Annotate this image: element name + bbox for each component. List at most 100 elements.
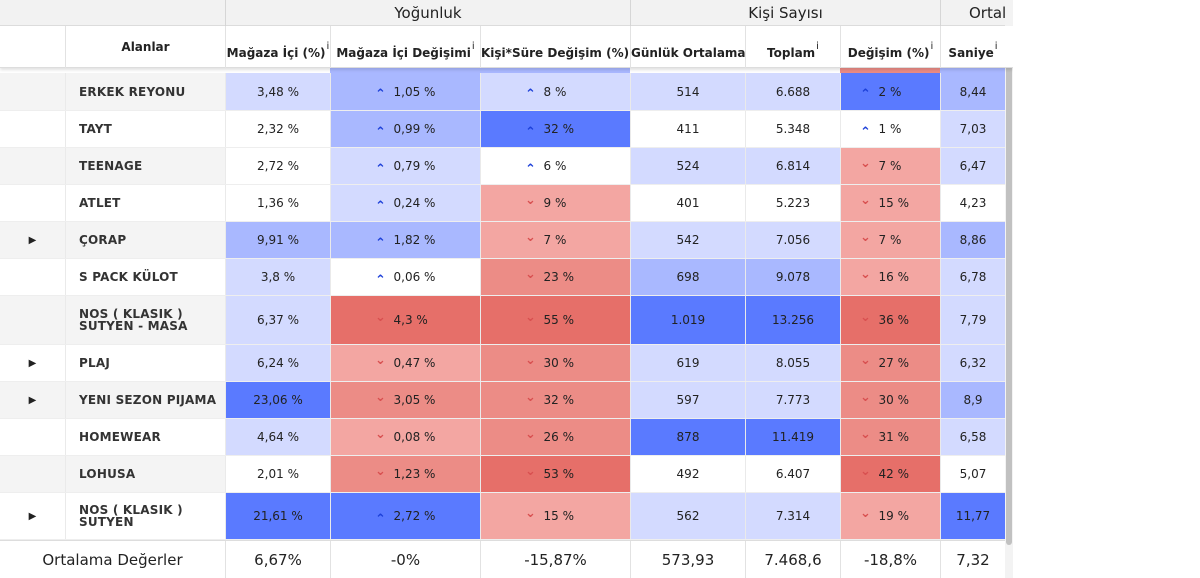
header-alanlar-label: Alanlar bbox=[121, 40, 170, 54]
scrolled-row-peek bbox=[940, 68, 1005, 73]
cell-magaza-ici-degisimi: ⌃ 1,05 % bbox=[330, 73, 480, 110]
cell-magaza-ici: 2,32 % bbox=[225, 111, 330, 147]
cell-degisim-value: 42 % bbox=[878, 467, 910, 481]
arrow-down-icon: ⌄ bbox=[860, 463, 871, 479]
scrolled-row-peek bbox=[480, 68, 630, 73]
expander-spacer bbox=[0, 148, 65, 184]
header-magaza-ici[interactable]: Mağaza İçi (%)i bbox=[225, 26, 330, 68]
arrow-down-icon: ⌄ bbox=[375, 389, 386, 405]
cell-kisi-sure-value: 53 % bbox=[543, 467, 575, 481]
arrow-down-icon: ⌄ bbox=[860, 155, 871, 171]
table-row[interactable]: ATLET 1,36 % ⌃ 0,24 % ⌄ 9 % 401 5.223 ⌄ 15 % 4,23 bbox=[0, 185, 1005, 222]
header-kisi-sure-degisim[interactable]: Kişi*Süre Değişim (%)i bbox=[480, 26, 630, 68]
table-row[interactable]: LOHUSA 2,01 % ⌄ 1,23 % ⌄ 53 % 492 6.407 ⌄ 42 % 5,0… bbox=[0, 456, 1005, 493]
header-degisim[interactable]: Değişim (%)i bbox=[840, 26, 940, 68]
expander-spacer bbox=[0, 111, 65, 147]
table-row[interactable]: NOS ( KLASIK ) SUTYEN - MASA 6,37 % ⌄ 4,3 % ⌄… bbox=[0, 296, 1005, 345]
cell-saniye: 6,32 bbox=[940, 345, 1005, 381]
alan-name-line: NOS ( KLASIK ) bbox=[79, 307, 183, 321]
table-row[interactable]: HOMEWEAR 4,64 % ⌄ 0,08 % ⌄ 26 % 878 11.419 ⌄ 31 %… bbox=[0, 419, 1005, 456]
header-magaza-ici-degisimi[interactable]: Mağaza İçi Değişimii bbox=[330, 26, 480, 68]
cell-magaza-ici-degisimi-value: 4,3 % bbox=[393, 313, 428, 327]
cell-kisi-sure-value: 55 % bbox=[543, 313, 575, 327]
arrow-down-icon: ⌄ bbox=[860, 309, 871, 325]
group-header-row: Yoğunluk Kişi Sayısı Ortal bbox=[0, 0, 1013, 26]
alan-name-line: HOMEWEAR bbox=[79, 430, 161, 444]
arrow-down-icon: ⌄ bbox=[525, 309, 536, 325]
footer-saniye: 7,32 bbox=[940, 541, 1005, 578]
alan-name-text: NOS ( KLASIK ) SUTYEN bbox=[79, 504, 183, 528]
cell-magaza-ici-degisimi-value: 0,47 % bbox=[393, 356, 436, 370]
cell-magaza-ici: 9,91 % bbox=[225, 222, 330, 258]
alan-name-text: TEENAGE bbox=[79, 160, 142, 172]
cell-degisim: ⌄ 42 % bbox=[840, 456, 940, 492]
cell-kisi-sure: ⌄ 55 % bbox=[480, 296, 630, 344]
arrow-down-icon: ⌄ bbox=[860, 266, 871, 282]
info-icon[interactable]: i bbox=[930, 41, 934, 52]
cell-toplam-value: 7.314 bbox=[775, 509, 811, 523]
table-row[interactable]: TAYT 2,32 % ⌃ 0,99 % ⌃ 32 % 411 5.348 ⌃ 1 % 7,03 bbox=[0, 111, 1005, 148]
header-alanlar[interactable]: Alanlar bbox=[65, 26, 225, 68]
cell-saniye: 7,03 bbox=[940, 111, 1005, 147]
header-saniye[interactable]: Saniyei bbox=[940, 26, 1005, 68]
cell-degisim: ⌄ 16 % bbox=[840, 259, 940, 295]
arrow-down-icon: ⌄ bbox=[860, 505, 871, 521]
alan-name-line: LOHUSA bbox=[79, 467, 136, 481]
cell-kisi-sure-value: 15 % bbox=[543, 509, 575, 523]
cell-gunluk: 542 bbox=[630, 222, 745, 258]
arrow-up-icon: ⌃ bbox=[375, 235, 386, 251]
table-row[interactable]: ▶ PLAJ 6,24 % ⌄ 0,47 % ⌄ 30 % 619 8.055 ⌄ 27 % 6,32 bbox=[0, 345, 1005, 382]
data-grid: Yoğunluk Kişi Sayısı Ortal Alanlar Mağaz… bbox=[0, 0, 1013, 578]
table-row[interactable]: ▶ NOS ( KLASIK ) SUTYEN 21,61 % ⌃ 2,72 % ⌄ 15 %… bbox=[0, 493, 1005, 540]
cell-magaza-ici-degisimi: ⌃ 0,06 % bbox=[330, 259, 480, 295]
expand-row-icon[interactable]: ▶ bbox=[28, 510, 37, 522]
cell-degisim-value: 7 % bbox=[878, 233, 902, 247]
table-row[interactable]: ▶ YENI SEZON PIJAMA 23,06 % ⌄ 3,05 % ⌄ 32 % 597… bbox=[0, 382, 1005, 419]
alan-name-line: ATLET bbox=[79, 196, 121, 210]
scrollbar-thumb[interactable] bbox=[1006, 55, 1012, 545]
header-toplam[interactable]: Toplami bbox=[745, 26, 840, 68]
alan-name-line: ÇORAP bbox=[79, 233, 127, 247]
cell-gunluk-value: 562 bbox=[676, 509, 700, 523]
arrow-down-icon: ⌄ bbox=[525, 389, 536, 405]
table-row[interactable]: TEENAGE 2,72 % ⌃ 0,79 % ⌃ 6 % 524 6.814 ⌄ 7 % 6,47 bbox=[0, 148, 1005, 185]
expand-row-icon[interactable]: ▶ bbox=[28, 234, 37, 246]
cell-degisim: ⌄ 7 % bbox=[840, 222, 940, 258]
alan-name-line: ERKEK REYONU bbox=[79, 84, 186, 99]
cell-gunluk-value: 401 bbox=[676, 196, 700, 210]
expander-spacer bbox=[0, 456, 65, 492]
cell-saniye: 7,79 bbox=[940, 296, 1005, 344]
alan-name-text: LOHUSA bbox=[79, 468, 135, 480]
footer-toplam: 7.468,6 bbox=[745, 541, 840, 578]
cell-saniye-value: 6,58 bbox=[959, 430, 987, 444]
cell-toplam: 11.419 bbox=[745, 419, 840, 455]
table-row[interactable]: S PACK KÜLOT 3,8 % ⌃ 0,06 % ⌄ 23 % 698 9.078 ⌄ 16… bbox=[0, 259, 1005, 296]
arrow-down-icon: ⌄ bbox=[525, 426, 536, 442]
alan-name-text: S PACK KÜLOT bbox=[79, 271, 178, 283]
cell-toplam-value: 8.055 bbox=[775, 356, 811, 370]
table-row[interactable]: ▶ ÇORAP 9,91 % ⌃ 1,82 % ⌄ 7 % 542 7.056 ⌄ 7 % 8,86 bbox=[0, 222, 1005, 259]
alan-name-line: YENI SEZON PIJAMA bbox=[79, 393, 217, 407]
info-icon[interactable]: i bbox=[326, 41, 330, 52]
table-row[interactable]: ERKEK REYONU 3,48 % ⌃ 1,05 % ⌃ 8 % 514 6.688 ⌃ 2 … bbox=[0, 73, 1005, 111]
alan-name-text: NOS ( KLASIK ) SUTYEN - MASA bbox=[79, 308, 188, 332]
cell-degisim-value: 15 % bbox=[878, 196, 910, 210]
arrow-up-icon: ⌃ bbox=[375, 124, 386, 140]
info-icon[interactable]: i bbox=[994, 41, 998, 52]
cell-magaza-ici: 4,64 % bbox=[225, 419, 330, 455]
cell-magaza-ici-value: 2,01 % bbox=[257, 467, 299, 481]
alan-name-line: SUTYEN bbox=[79, 515, 134, 529]
cell-magaza-ici: 1,36 % bbox=[225, 185, 330, 221]
info-icon[interactable]: i bbox=[816, 41, 819, 52]
cell-magaza-ici: 6,24 % bbox=[225, 345, 330, 381]
expand-row-icon[interactable]: ▶ bbox=[28, 357, 37, 369]
expander-spacer bbox=[0, 185, 65, 221]
info-icon[interactable]: i bbox=[471, 41, 475, 52]
arrow-down-icon: ⌄ bbox=[860, 192, 871, 208]
alan-name-text: ÇORAP bbox=[79, 234, 126, 246]
cell-magaza-ici-value: 6,37 % bbox=[257, 313, 299, 327]
alan-name-text: ATLET bbox=[79, 197, 121, 209]
header-gunluk-ortalama[interactable]: Günlük Ortalamai bbox=[630, 26, 745, 68]
expand-row-icon[interactable]: ▶ bbox=[28, 394, 37, 406]
cell-saniye: 6,47 bbox=[940, 148, 1005, 184]
